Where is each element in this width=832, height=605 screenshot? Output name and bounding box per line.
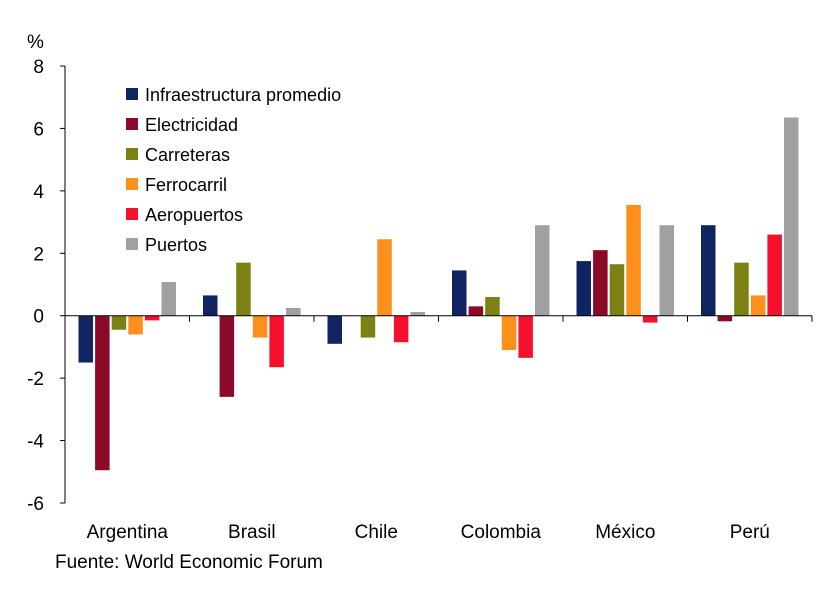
- bar-ferrocarril-brasil: [252, 315, 268, 338]
- category-label: Colombia: [461, 522, 542, 543]
- bar-aeropuertos-chile: [393, 315, 409, 343]
- bar-aeropuertos-perú: [767, 234, 782, 316]
- bar-carreteras-colombia: [485, 296, 500, 316]
- category-label: Perú: [730, 522, 770, 543]
- y-tick-label: 2: [33, 244, 44, 265]
- bar-infraestructura-promedio-méxico: [576, 261, 591, 316]
- bar-infraestructura-promedio-colombia: [452, 270, 467, 316]
- bar-infraestructura-promedio-brasil: [203, 295, 218, 316]
- legend-label: Puertos: [145, 235, 207, 255]
- legend-swatch: [126, 88, 138, 100]
- bar-carreteras-argentina: [111, 315, 127, 330]
- y-ticks-group: -6 -4 -2 0 2 4 6 8: [27, 57, 65, 515]
- category-label: Chile: [355, 522, 398, 543]
- bar-infraestructura-promedio-argentina: [78, 315, 93, 363]
- axes-group: [64, 66, 813, 503]
- legend-swatch: [126, 178, 138, 190]
- legend-swatch: [126, 118, 138, 130]
- bar-aeropuertos-colombia: [518, 315, 533, 358]
- source-note: Fuente: World Economic Forum: [55, 552, 323, 573]
- legend-label: Carreteras: [145, 145, 230, 165]
- bar-electricidad-colombia: [468, 306, 484, 316]
- bar-electricidad-perú: [717, 315, 733, 322]
- bar-infraestructura-promedio-perú: [701, 225, 716, 316]
- legend-swatch: [126, 238, 138, 250]
- bar-carreteras-méxico: [609, 264, 625, 316]
- bar-puertos-colombia: [535, 225, 550, 316]
- legend-swatch: [126, 208, 138, 220]
- bar-ferrocarril-chile: [377, 239, 392, 316]
- legend-label: Ferrocarril: [145, 175, 227, 195]
- legend-swatch: [126, 148, 138, 160]
- bar-ferrocarril-perú: [750, 295, 766, 316]
- category-labels-group: Argentina Brasil Chile Colombia México Perú: [87, 522, 770, 543]
- bar-aeropuertos-méxico: [642, 315, 658, 323]
- legend-label: Electricidad: [145, 115, 238, 135]
- category-label: México: [595, 522, 655, 543]
- y-tick-label: -6: [27, 494, 44, 515]
- category-label: Argentina: [87, 522, 169, 543]
- bar-puertos-chile: [410, 311, 425, 316]
- bar-electricidad-brasil: [219, 315, 235, 397]
- bar-aeropuertos-brasil: [269, 315, 284, 368]
- bar-electricidad-méxico: [593, 250, 608, 316]
- bar-puertos-perú: [784, 117, 799, 316]
- bar-puertos-brasil: [286, 307, 301, 316]
- bar-carreteras-brasil: [236, 262, 251, 316]
- legend-label: Infraestructura promedio: [145, 85, 341, 105]
- bar-infraestructura-promedio-chile: [327, 315, 342, 344]
- category-label: Brasil: [228, 522, 276, 543]
- bar-electricidad-argentina: [95, 315, 110, 471]
- bar-ferrocarril-méxico: [626, 204, 641, 316]
- bar-carreteras-perú: [734, 262, 749, 316]
- bar-aeropuertos-argentina: [144, 315, 160, 321]
- bar-ferrocarril-colombia: [501, 315, 517, 351]
- bars-group: [78, 117, 799, 471]
- legend-label: Aeropuertos: [145, 205, 243, 225]
- y-axis-unit-label: %: [27, 32, 44, 53]
- y-tick-label: 8: [33, 57, 44, 78]
- y-tick-label: 6: [33, 119, 44, 140]
- y-tick-label: 4: [33, 182, 44, 203]
- y-tick-label: 0: [33, 307, 44, 328]
- legend: Infraestructura promedio Electricidad Carr…: [126, 85, 341, 255]
- bar-carreteras-chile: [360, 315, 376, 338]
- bar-puertos-méxico: [659, 225, 674, 316]
- bar-ferrocarril-argentina: [128, 315, 143, 335]
- bar-puertos-argentina: [161, 282, 176, 316]
- y-tick-label: -4: [27, 432, 44, 453]
- y-tick-label: -2: [27, 369, 44, 390]
